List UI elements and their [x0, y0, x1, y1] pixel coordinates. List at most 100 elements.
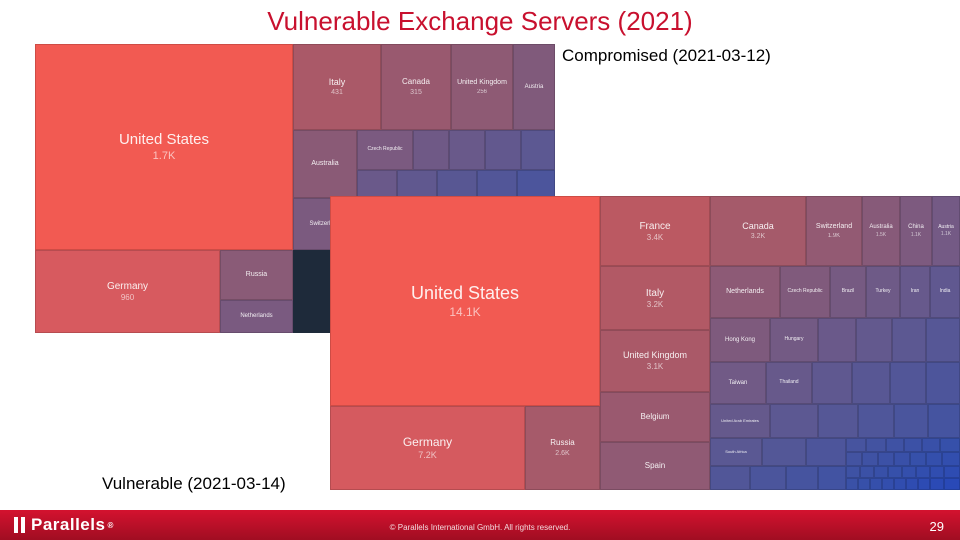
- treemap-cell: [858, 404, 894, 438]
- label-compromised: Compromised (2021-03-12): [560, 46, 773, 66]
- treemap-cell: United Kingdom 256: [451, 44, 513, 130]
- cell-value: 14.1K: [449, 306, 480, 318]
- treemap-cell: [846, 438, 866, 452]
- treemap-cell: [846, 466, 860, 478]
- cell-country: United Kingdom: [457, 79, 507, 87]
- treemap-cell: [910, 452, 926, 466]
- treemap-cell: [866, 438, 886, 452]
- cell-country: Czech Republic: [787, 289, 822, 295]
- cell-country: United States: [411, 284, 519, 304]
- treemap-cell: [846, 478, 858, 490]
- cell-country: Germany: [403, 436, 452, 449]
- treemap-cell: United States 1.7K: [35, 44, 293, 250]
- treemap-cell: [930, 478, 944, 490]
- cell-country: Netherlands: [240, 313, 272, 320]
- treemap-cell: Australia 1.5K: [862, 196, 900, 266]
- cell-value: 1.1K: [941, 232, 951, 237]
- cell-value: 1.5K: [876, 233, 886, 238]
- treemap-cell: China1.1K: [900, 196, 932, 266]
- cell-value: 960: [121, 294, 134, 302]
- treemap-cell: [926, 452, 942, 466]
- cell-country: South Africa: [725, 450, 747, 454]
- cell-country: Czech Republic: [367, 147, 402, 153]
- treemap-cell: [902, 466, 916, 478]
- treemap-cell: Hong Kong: [710, 318, 770, 362]
- cell-country: Germany: [107, 281, 148, 292]
- treemap-cell: Netherlands: [710, 266, 780, 318]
- footer-bar: Parallels® © Parallels International Gmb…: [0, 510, 960, 540]
- treemap-cell: [862, 452, 878, 466]
- cell-country: United Arab Emirates: [721, 419, 759, 423]
- cell-value: 3.1K: [647, 363, 663, 371]
- cell-country: Austria: [938, 225, 954, 231]
- treemap-cell: [944, 466, 960, 478]
- treemap-cell: [806, 438, 846, 466]
- treemap-cell: Russia 2.6K: [525, 406, 600, 490]
- treemap-cell: [906, 478, 918, 490]
- cell-country: Iran: [911, 289, 920, 295]
- treemap-cell: [874, 466, 888, 478]
- treemap-cell: [878, 452, 894, 466]
- treemap-cell: United Kingdom 3.1K: [600, 330, 710, 392]
- cell-country: Netherlands: [726, 288, 764, 296]
- treemap-cell: Switzerland 1.9K: [806, 196, 862, 266]
- cell-country: Austria: [525, 84, 544, 91]
- treemap-cell: [888, 466, 902, 478]
- treemap-cell: Russia: [220, 250, 293, 300]
- cell-country: Hong Kong: [725, 337, 755, 344]
- treemap-cell: Canada3.2K: [710, 196, 806, 266]
- cell-country: Russia: [550, 439, 574, 448]
- cell-country: Switzerland: [816, 223, 852, 231]
- treemap-cell: [397, 170, 437, 198]
- cell-value: 3.4K: [647, 234, 663, 242]
- treemap-cell: [940, 438, 960, 452]
- cell-country: United Kingdom: [623, 351, 687, 361]
- treemap-cell: India: [930, 266, 960, 318]
- treemap-cell: South Africa: [710, 438, 762, 466]
- treemap-cell: Czech Republic: [780, 266, 830, 318]
- treemap-cell: [928, 404, 960, 438]
- treemap-cell: [449, 130, 485, 170]
- treemap-cell: [890, 362, 926, 404]
- treemap-cell: [846, 452, 862, 466]
- treemap-cell: [944, 478, 960, 490]
- cell-value: 1.9K: [828, 233, 840, 239]
- treemap-cell: Germany 960: [35, 250, 220, 333]
- cell-country: Spain: [645, 462, 665, 471]
- cell-country: Australia: [311, 160, 338, 168]
- treemap-cell: United Arab Emirates: [710, 404, 770, 438]
- cell-value: 1.1K: [911, 233, 921, 238]
- cell-value: 3.2K: [647, 301, 663, 309]
- treemap-cell: [894, 478, 906, 490]
- cell-value: 1.7K: [153, 151, 176, 162]
- cell-country: Belgium: [641, 413, 670, 422]
- treemap-cell: [892, 318, 926, 362]
- treemap-cell: Czech Republic: [357, 130, 413, 170]
- treemap-cell: [856, 318, 892, 362]
- cell-country: Italy: [329, 78, 346, 88]
- cell-value: 2.6K: [555, 450, 569, 457]
- treemap-cell: Germany7.2K: [330, 406, 525, 490]
- treemap-cell: Australia: [293, 130, 357, 198]
- cell-country: Brazil: [842, 289, 855, 295]
- cell-value: 256: [477, 89, 487, 95]
- treemap-cell: [852, 362, 890, 404]
- cell-country: Australia: [869, 224, 892, 231]
- treemap-cell: [413, 130, 449, 170]
- treemap-cell: [860, 466, 874, 478]
- treemap-cell: [858, 478, 870, 490]
- cell-country: Hungary: [785, 337, 804, 343]
- treemap-cell: France 3.4K: [600, 196, 710, 266]
- treemap-cell: [818, 318, 856, 362]
- treemap-cell: [750, 466, 786, 490]
- cell-country: Russia: [246, 271, 267, 279]
- treemap-cell: [870, 478, 882, 490]
- treemap-cell: United States 14.1K: [330, 196, 600, 406]
- treemap-cell: Netherlands: [220, 300, 293, 333]
- cell-country: Canada: [742, 222, 774, 232]
- cell-country: France: [639, 221, 670, 232]
- cell-country: United States: [119, 132, 209, 149]
- cell-country: Italy: [646, 288, 664, 299]
- treemap-cell: Hungary: [770, 318, 818, 362]
- cell-value: 3.2K: [751, 233, 765, 240]
